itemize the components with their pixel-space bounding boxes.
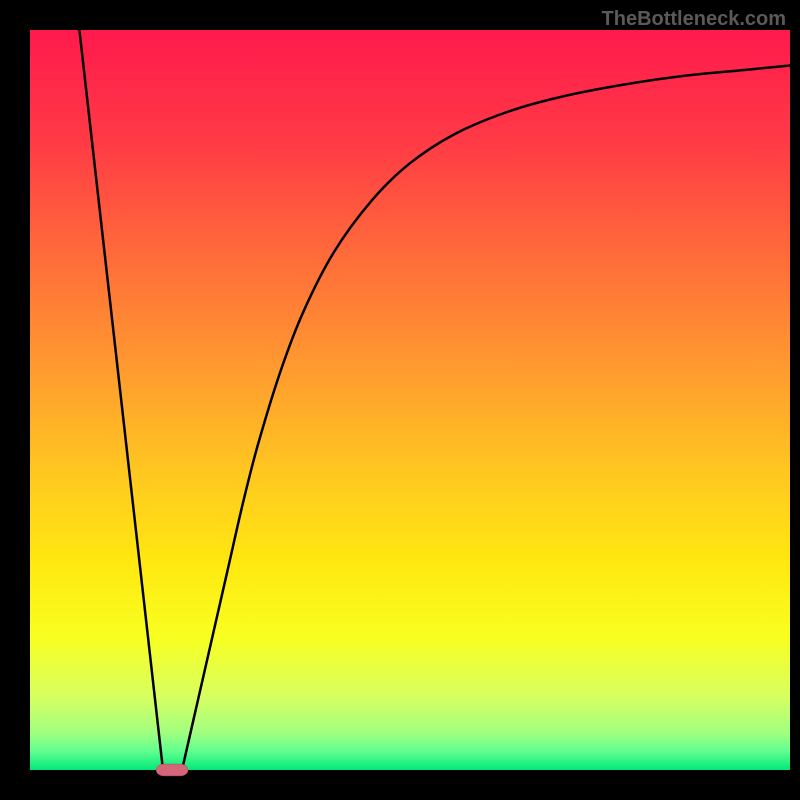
marker (156, 764, 188, 776)
plot-area-gradient (30, 30, 790, 770)
watermark: TheBottleneck.com (602, 8, 786, 31)
chart-container: TheBottleneck.com (0, 0, 800, 800)
floor-marker (156, 764, 188, 776)
chart-svg (0, 0, 800, 800)
